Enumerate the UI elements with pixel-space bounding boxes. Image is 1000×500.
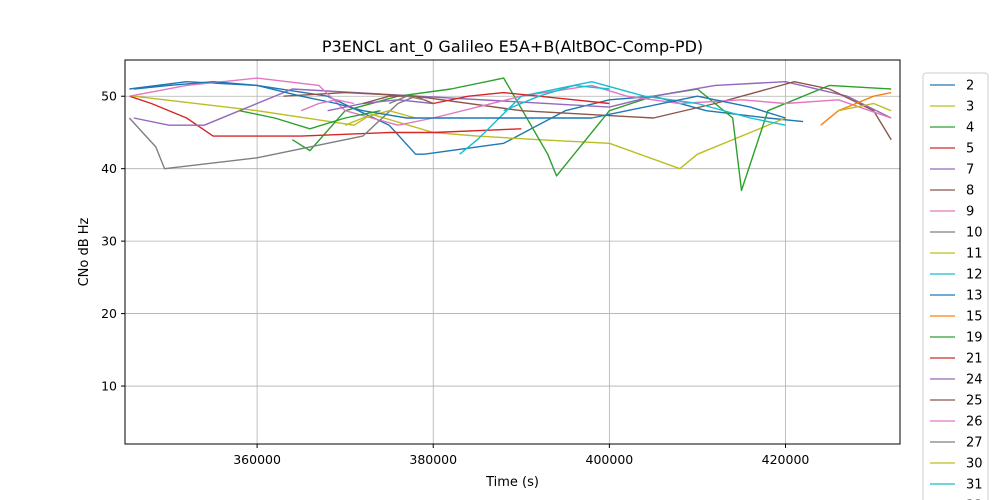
- legend-label-2: 2: [966, 79, 974, 94]
- y-axis-label: CNo dB Hz: [77, 217, 92, 286]
- x-tick-label: 360000: [233, 452, 281, 467]
- legend: 2 3 4 5 7 8 9 10 11 12 13 15 19 21 24 25 26 27 30 31 33: [922, 72, 989, 500]
- plot-frame: [124, 59, 901, 445]
- series-line-25: [362, 95, 434, 105]
- series-line-8: [283, 80, 892, 141]
- series-line-7: [133, 80, 892, 126]
- legend-label-8: 8: [966, 184, 974, 199]
- legend-label-33: 33: [966, 499, 983, 500]
- legend-label-31: 31: [966, 478, 983, 493]
- series-line-19: [239, 110, 381, 130]
- series-line-10: [128, 95, 416, 170]
- y-tick-label: 50: [101, 89, 117, 104]
- series-line-15: [820, 91, 892, 126]
- series-line-3: [133, 95, 786, 170]
- legend-label-10: 10: [966, 226, 983, 241]
- legend-label-9: 9: [966, 205, 974, 220]
- legend-label-19: 19: [966, 331, 983, 346]
- series-line-5: [129, 95, 522, 137]
- x-ticks: 360000 380000 400000 420000: [233, 444, 809, 467]
- series-line-27: [388, 95, 425, 105]
- y-tick-label: 30: [101, 234, 117, 249]
- series-line-12: [459, 80, 786, 155]
- series-line-24: [327, 99, 434, 112]
- legend-label-13: 13: [966, 289, 983, 304]
- y-ticks: 10 20 30 40 50: [101, 89, 125, 394]
- series-line-26: [300, 99, 355, 112]
- legend-label-11: 11: [966, 247, 983, 262]
- y-tick-label: 40: [101, 161, 117, 176]
- legend-label-7: 7: [966, 163, 974, 178]
- series-line-4: [291, 77, 892, 192]
- series-line-13: [133, 80, 786, 119]
- x-tick-label: 400000: [586, 452, 634, 467]
- legend-label-21: 21: [966, 352, 983, 367]
- legend-label-24: 24: [966, 373, 983, 388]
- legend-label-25: 25: [966, 394, 983, 409]
- plot-lines: [128, 77, 892, 192]
- legend-label-4: 4: [966, 121, 974, 136]
- legend-label-5: 5: [966, 142, 974, 157]
- x-tick-label: 420000: [762, 452, 810, 467]
- legend-label-3: 3: [966, 100, 974, 115]
- y-tick-label: 20: [101, 306, 117, 321]
- series-line-21: [433, 91, 610, 105]
- legend-box: [922, 72, 989, 500]
- y-tick-label: 10: [101, 379, 117, 394]
- x-axis-label: Time (s): [485, 475, 539, 490]
- legend-label-30: 30: [966, 457, 983, 472]
- legend-label-12: 12: [966, 268, 983, 283]
- x-tick-label: 380000: [409, 452, 457, 467]
- series-line-30: [838, 102, 892, 112]
- series-line-31: [503, 84, 610, 112]
- legend-label-26: 26: [966, 415, 983, 430]
- series-line-11: [344, 109, 416, 126]
- grid: [125, 60, 900, 444]
- legend-label-15: 15: [966, 310, 983, 325]
- legend-label-27: 27: [966, 436, 983, 451]
- chart-title: P3ENCL ant_0 Galileo E5A+B(AltBOC-Comp-P…: [322, 37, 703, 57]
